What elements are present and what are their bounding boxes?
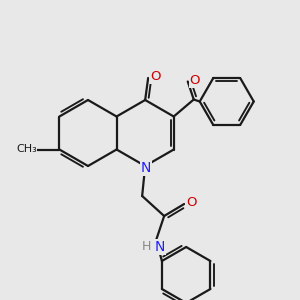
Text: O: O bbox=[150, 70, 160, 83]
Text: CH₃: CH₃ bbox=[16, 145, 37, 154]
Text: N: N bbox=[155, 240, 165, 254]
Text: N: N bbox=[141, 161, 151, 175]
Text: H: H bbox=[142, 241, 151, 254]
Text: O: O bbox=[186, 196, 196, 209]
Text: O: O bbox=[190, 74, 200, 87]
